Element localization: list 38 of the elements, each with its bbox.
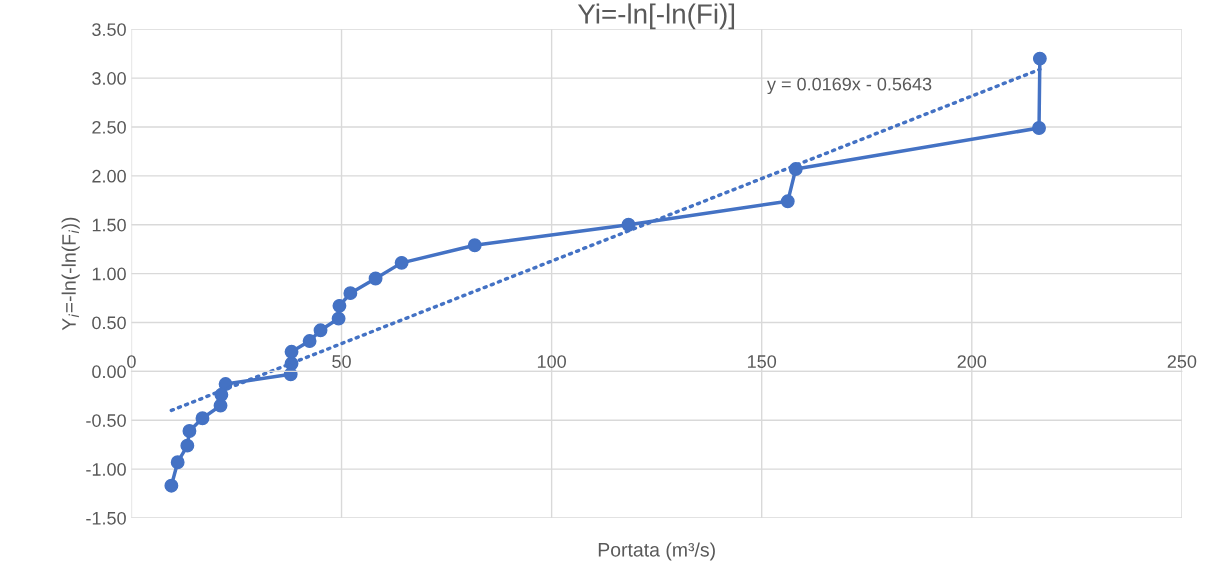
y-tick-label: -1.00 xyxy=(86,463,126,476)
x-tick-label: 100 xyxy=(537,355,566,368)
y-tick-label: -0.50 xyxy=(86,414,126,427)
x-tick-label: 250 xyxy=(1167,355,1197,368)
point xyxy=(1032,121,1046,135)
x-tick-label: 0 xyxy=(127,355,136,368)
chart-title: Yi=-ln[-ln(Fi)] xyxy=(577,3,735,30)
x-tick-label: 50 xyxy=(332,355,351,368)
point xyxy=(313,323,328,338)
y-tick-label: 1.50 xyxy=(92,218,126,232)
y-tick-label: 3.00 xyxy=(92,72,126,85)
point xyxy=(182,424,197,438)
y-tick-label: 2.50 xyxy=(92,120,126,134)
point xyxy=(331,311,346,326)
x-axis-title: Portata (m³/s) xyxy=(598,542,715,561)
point xyxy=(195,411,210,426)
x-tick-label: 200 xyxy=(957,355,987,368)
point xyxy=(343,286,358,301)
point xyxy=(284,344,299,359)
point xyxy=(302,334,317,349)
point xyxy=(780,194,795,209)
point xyxy=(332,298,347,313)
annotation: y = 0.0169x - 0.5643 xyxy=(767,77,932,95)
x-tick-label: 150 xyxy=(748,355,777,368)
y-tick-label: 0.50 xyxy=(92,316,126,330)
point xyxy=(180,438,195,453)
point xyxy=(1032,51,1047,66)
y-axis-title: Y$_{i}$=-ln(-ln(F$_{i}$)) xyxy=(61,217,80,331)
y-tick-label: 0.00 xyxy=(92,365,126,379)
y-tick-label: -1.50 xyxy=(86,511,126,525)
point xyxy=(394,255,409,270)
y-tick-label: 3.50 xyxy=(92,23,126,36)
point xyxy=(164,478,179,493)
point xyxy=(467,238,482,253)
point xyxy=(368,271,383,286)
y-tick-label: 1.00 xyxy=(92,267,126,281)
point xyxy=(170,455,185,470)
y-tick-label: 2.00 xyxy=(92,169,126,183)
